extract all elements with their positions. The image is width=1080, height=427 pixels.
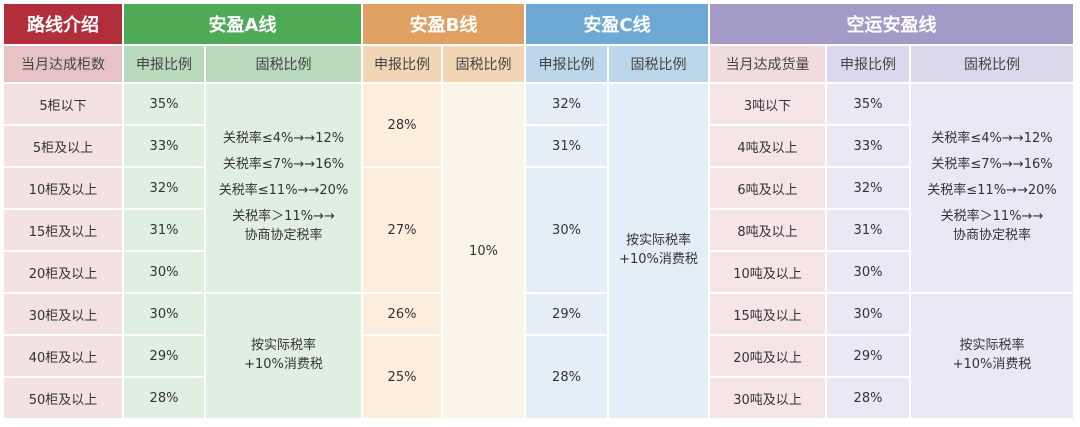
a-declare-cell: 31% <box>124 210 206 252</box>
air-volume-cell: 8吨及以上 <box>710 210 827 252</box>
c-declare-cell: 32% <box>526 84 609 126</box>
a-declare-header: 申报比例 <box>124 46 206 84</box>
air-declare-cell: 32% <box>827 168 911 210</box>
c-tax-cell: 按实际税率 +10%消费税 <box>609 84 710 420</box>
line-c-header: 安盈C线 <box>526 4 710 46</box>
air-declare-cell: 28% <box>827 378 911 420</box>
b-tax-cell: 10% <box>443 84 526 420</box>
air-declare-cell: 30% <box>827 252 911 294</box>
air-actual-tax-cell: 按实际税率 +10%消费税 <box>911 294 1075 420</box>
tax-tier-line: 关税率≤4%→→12% <box>222 131 345 147</box>
tax-tier-line: 关税率≤7%→→16% <box>222 157 345 173</box>
air-declare-cell: 29% <box>827 336 911 378</box>
route-header: 路线介绍 <box>4 4 124 46</box>
containers-cell: 5柜及以上 <box>4 126 124 168</box>
c-declare-cell: 28% <box>526 336 609 420</box>
tax-tier-line: 关税率≤4%→→12% <box>931 131 1053 147</box>
containers-cell: 40柜及以上 <box>4 336 124 378</box>
containers-cell: 15柜及以上 <box>4 210 124 252</box>
b-declare-cell: 27% <box>363 168 443 294</box>
a-declare-cell: 30% <box>124 252 206 294</box>
b-tax-header: 固税比例 <box>443 46 526 84</box>
c-declare-header: 申报比例 <box>526 46 609 84</box>
a-tax-header: 固税比例 <box>206 46 363 84</box>
a-declare-cell: 30% <box>124 294 206 336</box>
air-volume-header: 当月达成货量 <box>710 46 827 84</box>
b-declare-cell: 25% <box>363 336 443 420</box>
a-actual-tax-cell: 按实际税率 +10%消费税 <box>206 294 363 420</box>
air-declare-cell: 35% <box>827 84 911 126</box>
air-declare-cell: 31% <box>827 210 911 252</box>
air-volume-cell: 4吨及以上 <box>710 126 827 168</box>
tax-tier-line: 关税率≤7%→→16% <box>931 157 1053 173</box>
b-declare-header: 申报比例 <box>363 46 443 84</box>
air-volume-cell: 6吨及以上 <box>710 168 827 210</box>
rate-table: 路线介绍 安盈A线 安盈B线 安盈C线 空运安盈线 当月达成柜数 申报比例 固税… <box>4 4 1075 420</box>
air-tax-header: 固税比例 <box>911 46 1075 84</box>
air-volume-cell: 30吨及以上 <box>710 378 827 420</box>
a-declare-cell: 29% <box>124 336 206 378</box>
a-tax-tiers-cell: 关税率≤4%→→12% 关税率≤7%→→16% 关税率≤11%→→20% 关税率… <box>206 84 363 294</box>
c-declare-cell: 31% <box>526 126 609 168</box>
actual-tax-line: 按实际税率 <box>959 338 1025 354</box>
line-a-header: 安盈A线 <box>124 4 363 46</box>
containers-cell: 5柜以下 <box>4 84 124 126</box>
air-volume-cell: 15吨及以上 <box>710 294 827 336</box>
b-declare-cell: 28% <box>363 84 443 168</box>
c-declare-cell: 30% <box>526 168 609 294</box>
tax-tier-line: 关税率＞11%→→ <box>940 208 1044 224</box>
air-tax-tiers-cell: 关税率≤4%→→12% 关税率≤7%→→16% 关税率≤11%→→20% 关税率… <box>911 84 1075 294</box>
actual-tax-line: +10%消费税 <box>952 357 1032 372</box>
air-declare-header: 申报比例 <box>827 46 911 84</box>
air-declare-cell: 33% <box>827 126 911 168</box>
containers-cell: 50柜及以上 <box>4 378 124 420</box>
line-b-header: 安盈B线 <box>363 4 526 46</box>
c-declare-cell: 29% <box>526 294 609 336</box>
air-declare-cell: 30% <box>827 294 911 336</box>
monthly-containers-header: 当月达成柜数 <box>4 46 124 84</box>
c-tax-line: 按实际税率 <box>625 233 691 249</box>
a-declare-cell: 35% <box>124 84 206 126</box>
containers-cell: 30柜及以上 <box>4 294 124 336</box>
c-tax-header: 固税比例 <box>609 46 710 84</box>
air-volume-cell: 3吨以下 <box>710 84 827 126</box>
containers-cell: 10柜及以上 <box>4 168 124 210</box>
tax-tier-line: 协商协定税率 <box>244 227 323 243</box>
a-declare-cell: 28% <box>124 378 206 420</box>
containers-cell: 20柜及以上 <box>4 252 124 294</box>
air-volume-cell: 10吨及以上 <box>710 252 827 294</box>
actual-tax-line: 按实际税率 <box>250 338 316 354</box>
c-tax-line: +10%消费税 <box>619 252 698 267</box>
rate-table-wrapper: 路线介绍 安盈A线 安盈B线 安盈C线 空运安盈线 当月达成柜数 申报比例 固税… <box>4 4 1075 420</box>
a-declare-cell: 33% <box>124 126 206 168</box>
a-declare-cell: 32% <box>124 168 206 210</box>
air-line-header: 空运安盈线 <box>710 4 1075 46</box>
tax-tier-line: 关税率＞11%→→ <box>232 208 335 224</box>
air-volume-cell: 20吨及以上 <box>710 336 827 378</box>
tax-tier-line: 协商协定税率 <box>952 227 1031 243</box>
tax-tier-line: 关税率≤11%→→20% <box>927 183 1057 199</box>
tax-tier-line: 关税率≤11%→→20% <box>218 183 349 199</box>
b-declare-cell: 26% <box>363 294 443 336</box>
actual-tax-line: +10%消费税 <box>244 357 323 372</box>
